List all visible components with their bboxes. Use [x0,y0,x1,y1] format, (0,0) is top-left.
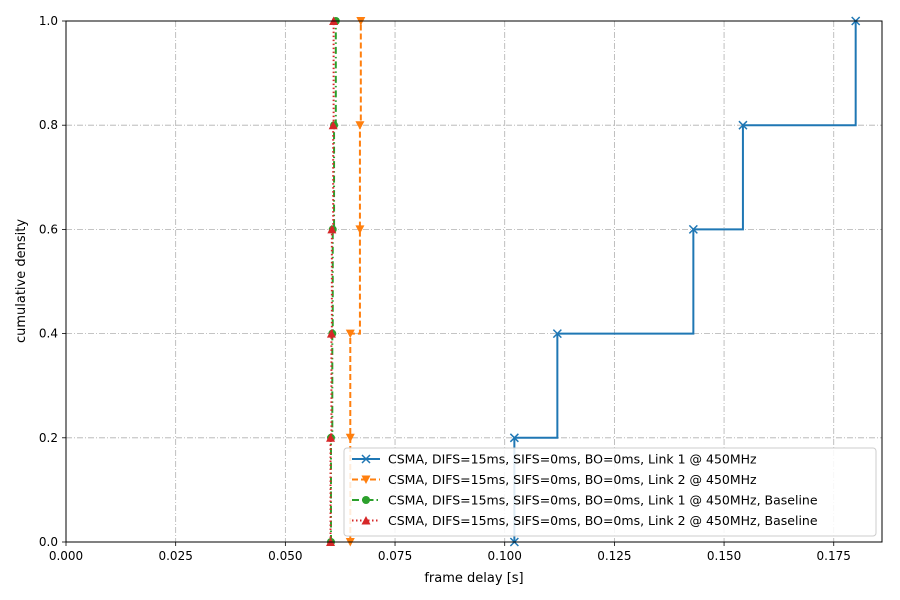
axes-frame [65,20,883,543]
legend: CSMA, DIFS=15ms, SIFS=0ms, BO=0ms, Link … [343,447,877,537]
legend-entry: CSMA, DIFS=15ms, SIFS=0ms, BO=0ms, Link … [352,452,757,467]
legend-entry: CSMA, DIFS=15ms, SIFS=0ms, BO=0ms, Link … [352,493,818,508]
legend-entry: CSMA, DIFS=15ms, SIFS=0ms, BO=0ms, Link … [352,472,757,487]
legend-label: CSMA, DIFS=15ms, SIFS=0ms, BO=0ms, Link … [388,452,757,467]
legend-label: CSMA, DIFS=15ms, SIFS=0ms, BO=0ms, Link … [388,472,757,487]
legend-marker [362,496,370,504]
x-axis-label: frame delay [s] [424,571,523,586]
y-tick-label: 0.2 [39,431,58,445]
x-tick-label: 0.025 [158,549,192,563]
y-axis-label: cumulative density [14,219,29,343]
y-tick-label: 0.4 [39,327,58,341]
plot-area [326,16,861,547]
ticks: 0.000 0.025 0.050 0.075 0.100 0.125 0.150 0.175… [39,14,851,563]
series-line [513,21,857,542]
data-point [355,225,365,234]
data-point [552,329,562,339]
y-tick-label: 0.0 [39,535,58,549]
data-point [688,224,698,234]
legend-marker [361,475,371,484]
data-point [326,329,336,338]
legend-box [343,447,877,537]
y-tick-label: 1.0 [39,14,58,28]
series-4 [326,16,339,546]
x-tick-label: 0.100 [488,549,522,563]
legend-entry: CSMA, DIFS=15ms, SIFS=0ms, BO=0ms, Link … [352,513,818,528]
x-tick-label: 0.175 [817,549,851,563]
legend-marker [361,516,371,525]
data-point [345,433,355,443]
x-tick-label: 0.000 [49,549,83,563]
series-2 [345,17,366,547]
legend-label: CSMA, DIFS=15ms, SIFS=0ms, BO=0ms, Link … [388,493,818,508]
y-tick-label: 0.8 [39,118,58,132]
y-tick-label: 0.6 [39,222,58,236]
series-1 [509,16,861,547]
data-point [509,433,519,443]
data-point [738,120,748,130]
x-tick-label: 0.050 [268,549,302,563]
x-tick-label: 0.125 [597,549,631,563]
data-point [355,121,365,130]
x-tick-label: 0.075 [378,549,412,563]
legend-label: CSMA, DIFS=15ms, SIFS=0ms, BO=0ms, Link … [388,513,818,528]
x-tick-label: 0.150 [707,549,741,563]
data-point [345,329,355,339]
data-point [326,433,336,442]
legend-marker [361,454,371,464]
data-point [328,120,338,130]
data-point [327,224,337,234]
